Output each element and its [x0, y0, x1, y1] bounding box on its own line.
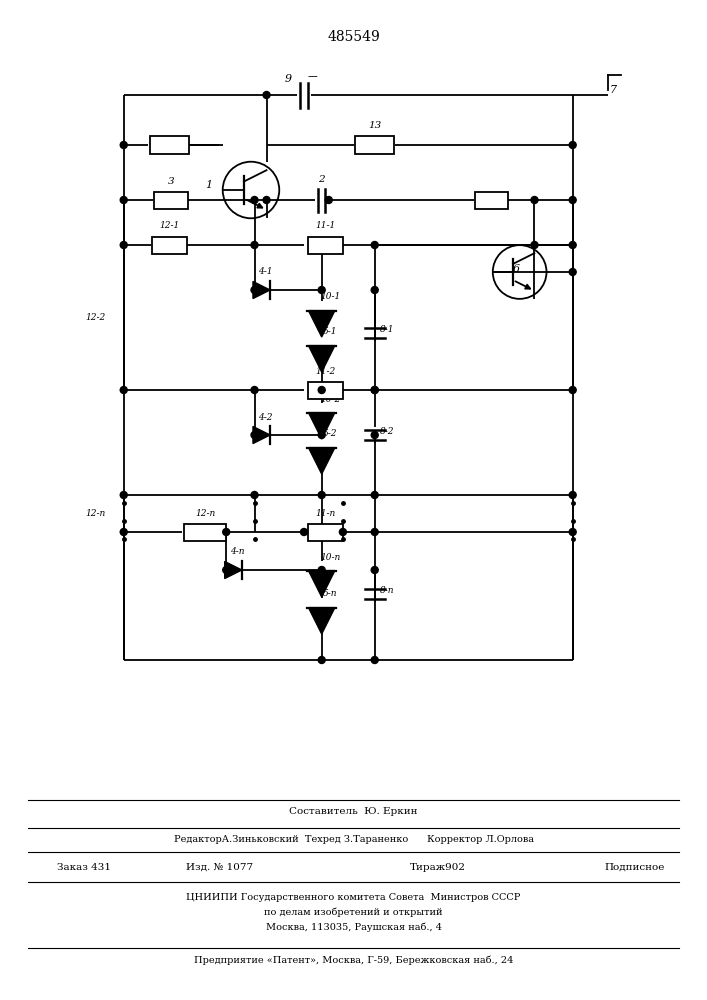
Bar [184, 524, 226, 540]
Text: 10-п: 10-п [320, 552, 340, 562]
Text: 9: 9 [284, 74, 291, 84]
Circle shape [569, 491, 576, 498]
Circle shape [569, 141, 576, 148]
Text: 10-1: 10-1 [320, 292, 340, 301]
Polygon shape [308, 571, 335, 597]
Circle shape [371, 566, 378, 573]
Polygon shape [225, 561, 242, 579]
Text: —: — [308, 71, 317, 81]
Text: 4-2: 4-2 [258, 412, 272, 422]
Text: Изд. № 1077: Изд. № 1077 [186, 862, 252, 871]
Circle shape [371, 528, 378, 536]
Circle shape [371, 386, 378, 393]
Bar [308, 236, 343, 253]
Circle shape [318, 566, 325, 573]
Text: 4-п: 4-п [230, 547, 244, 556]
Text: 485549: 485549 [327, 30, 380, 44]
Circle shape [120, 491, 127, 498]
Text: 12-п: 12-п [195, 508, 215, 518]
Circle shape [325, 196, 332, 204]
Text: 10-2: 10-2 [320, 394, 340, 403]
Circle shape [371, 286, 378, 294]
Circle shape [223, 566, 230, 573]
Circle shape [531, 241, 538, 248]
Circle shape [318, 491, 325, 498]
Circle shape [318, 432, 325, 438]
Polygon shape [253, 426, 270, 444]
Circle shape [569, 528, 576, 536]
Circle shape [120, 241, 127, 248]
Polygon shape [308, 413, 335, 439]
Bar [356, 136, 395, 154]
Text: 12-2: 12-2 [86, 313, 105, 322]
Polygon shape [308, 311, 335, 337]
Circle shape [318, 286, 325, 294]
Text: 12-1: 12-1 [160, 222, 180, 231]
Polygon shape [308, 448, 335, 474]
Polygon shape [308, 608, 335, 634]
Circle shape [371, 491, 378, 498]
Circle shape [251, 432, 258, 438]
Circle shape [569, 241, 576, 248]
Text: 8-1: 8-1 [380, 325, 395, 334]
Circle shape [251, 196, 258, 204]
Circle shape [251, 286, 258, 294]
Text: Заказ 431: Заказ 431 [57, 862, 110, 871]
Circle shape [223, 528, 230, 536]
Bar [154, 192, 188, 209]
Text: 5-п: 5-п [323, 589, 337, 598]
Text: 12-п: 12-п [86, 509, 105, 518]
Bar [151, 136, 189, 154]
Text: 4-1: 4-1 [258, 267, 272, 276]
Text: 8-п: 8-п [380, 586, 395, 595]
Text: 5-1: 5-1 [323, 328, 337, 336]
Circle shape [251, 241, 258, 248]
Circle shape [569, 268, 576, 275]
Text: 7: 7 [610, 85, 617, 95]
Text: 2: 2 [318, 175, 325, 184]
Circle shape [339, 528, 346, 536]
Circle shape [300, 528, 308, 536]
Circle shape [263, 196, 270, 204]
Text: 13: 13 [368, 120, 381, 129]
Text: 11-п: 11-п [315, 508, 335, 518]
Text: Тираж902: Тираж902 [410, 862, 467, 871]
Text: Москва, 113035, Раушская наб., 4: Москва, 113035, Раушская наб., 4 [266, 922, 441, 932]
Text: 3: 3 [168, 177, 175, 186]
Circle shape [569, 196, 576, 204]
Text: ЦНИИПИ Государственного комитета Совета  Министров СССР: ЦНИИПИ Государственного комитета Совета … [187, 892, 520, 902]
Text: 6: 6 [513, 264, 520, 274]
Circle shape [251, 386, 258, 393]
Polygon shape [253, 281, 270, 299]
Circle shape [263, 92, 270, 99]
Text: РедакторА.Зиньковский  Техред З.Тараненко      Корректор Л.Орлова: РедакторА.Зиньковский Техред З.Тараненко… [173, 836, 534, 844]
Bar [308, 381, 343, 398]
Text: Предприятие «Патент», Москва, Г-59, Бережковская наб., 24: Предприятие «Патент», Москва, Г-59, Бере… [194, 955, 513, 965]
Text: 11-2: 11-2 [315, 366, 335, 375]
Circle shape [120, 386, 127, 393]
Circle shape [120, 528, 127, 536]
Text: 5-2: 5-2 [323, 429, 337, 438]
Bar [308, 524, 343, 540]
Circle shape [120, 196, 127, 204]
Circle shape [371, 241, 378, 248]
Circle shape [251, 491, 258, 498]
Text: Подписное: Подписное [604, 862, 665, 871]
Polygon shape [308, 346, 335, 372]
Text: 8-2: 8-2 [380, 427, 395, 436]
Text: Составитель  Ю. Еркин: Составитель Ю. Еркин [289, 808, 418, 816]
Bar [152, 236, 187, 253]
Circle shape [371, 386, 378, 393]
Circle shape [318, 386, 325, 393]
Circle shape [531, 196, 538, 204]
Circle shape [371, 432, 378, 438]
Text: 1: 1 [205, 180, 212, 190]
Circle shape [569, 386, 576, 393]
Text: 11-1: 11-1 [315, 222, 335, 231]
Text: по делам изобретений и открытий: по делам изобретений и открытий [264, 907, 443, 917]
Circle shape [318, 656, 325, 664]
Circle shape [371, 656, 378, 664]
Circle shape [120, 141, 127, 148]
Bar [474, 192, 508, 209]
